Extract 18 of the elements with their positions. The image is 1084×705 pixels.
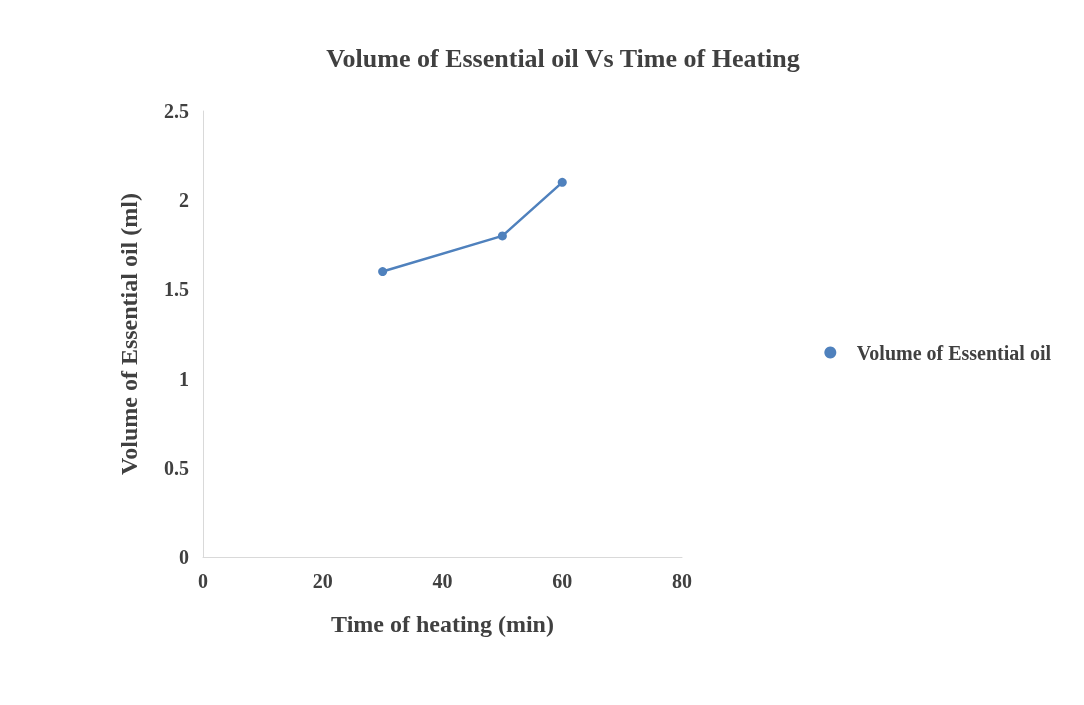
y-tick-label: 1 bbox=[179, 367, 189, 390]
y-tick-label: 2.5 bbox=[164, 100, 189, 122]
x-axis-title: Time of heating (min) bbox=[331, 611, 554, 637]
point bbox=[497, 231, 507, 241]
point bbox=[557, 177, 567, 187]
x-tick-label: 40 bbox=[432, 570, 453, 592]
legend-label: Volume of Essential oil bbox=[856, 341, 1052, 364]
y-axis-title: Volume of Essential oil (ml) bbox=[116, 193, 142, 475]
y-tick-label: 0 bbox=[179, 546, 189, 568]
y-tick-label: 0.5 bbox=[164, 456, 189, 479]
chart-title: Volume of Essential oil Vs Time of Heating bbox=[326, 43, 800, 73]
y-tick-label: 2 bbox=[179, 189, 189, 212]
x-tick-label: 20 bbox=[312, 570, 333, 592]
y-tick-label: 1.5 bbox=[164, 278, 189, 301]
point bbox=[378, 267, 388, 277]
x-tick-label: 60 bbox=[552, 570, 573, 592]
x-tick-label: 0 bbox=[198, 570, 208, 592]
x-tick-label: 80 bbox=[672, 570, 692, 592]
